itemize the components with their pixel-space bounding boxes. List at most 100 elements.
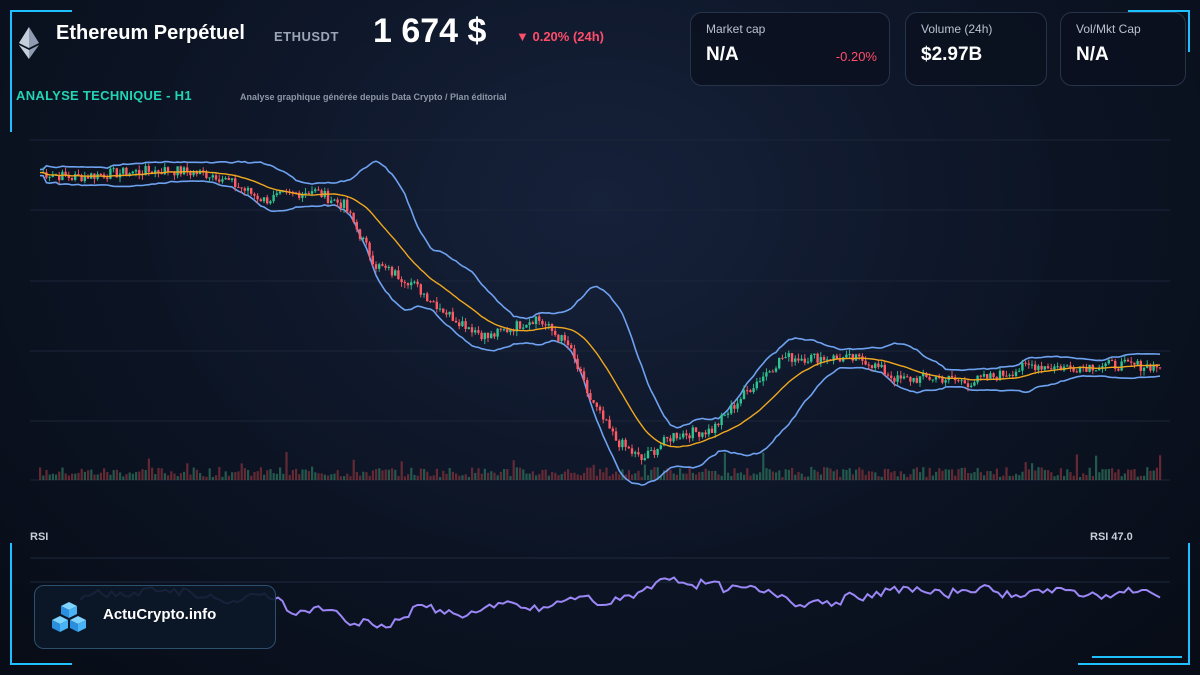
volume-bar bbox=[685, 473, 688, 480]
volume-bar bbox=[979, 472, 982, 480]
candlestick bbox=[944, 378, 947, 386]
candlestick bbox=[339, 199, 342, 212]
candlestick bbox=[563, 332, 566, 344]
candlestick bbox=[877, 359, 880, 369]
volume-bar bbox=[1047, 470, 1050, 480]
volume-bar bbox=[711, 470, 714, 480]
volume-bar bbox=[343, 476, 346, 480]
volume-bar bbox=[960, 467, 963, 480]
volume-bar bbox=[199, 473, 202, 480]
volume-bar bbox=[195, 469, 198, 480]
volume-bar bbox=[1063, 475, 1066, 480]
candlestick bbox=[598, 404, 602, 414]
candlestick bbox=[470, 323, 474, 337]
candlestick bbox=[672, 432, 675, 444]
volume-bar bbox=[861, 469, 864, 480]
candlestick bbox=[163, 163, 166, 176]
candlestick bbox=[771, 369, 774, 373]
volume-bar bbox=[931, 475, 934, 480]
candlestick bbox=[1002, 370, 1005, 379]
market-cap-change: -0.20% bbox=[835, 49, 877, 64]
volume-bar bbox=[595, 475, 598, 480]
candlestick bbox=[474, 327, 477, 335]
volume-bar bbox=[487, 472, 490, 480]
candlestick bbox=[1014, 368, 1018, 379]
candlestick bbox=[726, 411, 730, 419]
brand-badge[interactable]: ActuCrypto.info bbox=[34, 585, 276, 649]
volume-bar bbox=[557, 475, 560, 480]
candlestick bbox=[698, 431, 701, 441]
volume-bar bbox=[1075, 454, 1078, 480]
volume-bar bbox=[471, 467, 474, 480]
volume-bar bbox=[544, 469, 547, 480]
volume-bar bbox=[163, 473, 166, 480]
volume-bar bbox=[883, 468, 886, 480]
volume-bar bbox=[189, 474, 192, 480]
candlestick bbox=[960, 378, 963, 385]
candlestick bbox=[342, 198, 346, 213]
volume-bar bbox=[810, 466, 813, 480]
candlestick bbox=[1120, 357, 1123, 372]
candlestick bbox=[445, 309, 448, 318]
volume-bar bbox=[1066, 469, 1069, 480]
candlestick bbox=[1030, 360, 1034, 369]
volume-bar bbox=[371, 470, 374, 480]
volume-bar bbox=[359, 475, 362, 480]
candlestick bbox=[362, 236, 365, 241]
volume-bar bbox=[131, 473, 134, 480]
volume-bar bbox=[541, 469, 544, 480]
candlestick bbox=[166, 166, 170, 176]
volume-bar bbox=[1018, 475, 1021, 480]
candlestick bbox=[221, 175, 224, 184]
volume-bar bbox=[490, 471, 493, 480]
candlestick bbox=[426, 291, 429, 302]
volume-bar bbox=[944, 469, 947, 480]
volume-bar bbox=[1011, 475, 1014, 480]
volume-bar bbox=[631, 474, 634, 480]
candlestick bbox=[611, 426, 614, 436]
candlestick bbox=[458, 319, 461, 330]
volume-bar bbox=[938, 468, 941, 480]
volume-bar bbox=[819, 474, 822, 480]
volume-bar bbox=[375, 469, 378, 480]
volume-bar bbox=[103, 468, 106, 480]
candlestick bbox=[810, 353, 813, 364]
candlestick bbox=[480, 330, 483, 342]
candlestick bbox=[902, 372, 906, 380]
volume-bar bbox=[80, 468, 83, 480]
candlestick bbox=[358, 228, 362, 242]
price-change-24h: ▼ 0.20% (24h) bbox=[516, 29, 605, 44]
volume-bar bbox=[567, 469, 570, 480]
volume-bar bbox=[666, 468, 669, 480]
volume-bar bbox=[205, 476, 208, 480]
candlestick bbox=[93, 173, 96, 184]
volume-bar bbox=[48, 474, 51, 480]
volume-bar bbox=[128, 472, 131, 480]
volume-bar bbox=[992, 474, 995, 480]
volume-bar bbox=[231, 472, 234, 480]
volume-bar bbox=[39, 467, 42, 480]
volume-bar bbox=[1085, 475, 1088, 480]
candlestick bbox=[646, 446, 650, 459]
volume-bar bbox=[192, 467, 195, 480]
volume-bar bbox=[397, 476, 400, 480]
candlestick bbox=[688, 432, 691, 443]
candlestick bbox=[774, 366, 778, 373]
volume-bar bbox=[413, 474, 416, 480]
volume-bar bbox=[909, 474, 912, 480]
volume-bar bbox=[442, 470, 445, 480]
volume-bar bbox=[717, 474, 720, 480]
candlestick bbox=[531, 320, 534, 325]
candlestick bbox=[806, 357, 810, 365]
candlestick bbox=[1046, 363, 1050, 370]
candlestick bbox=[230, 178, 234, 183]
volume-bar bbox=[202, 476, 205, 480]
volume-bar bbox=[650, 469, 653, 480]
candlestick bbox=[864, 356, 867, 366]
volume-bar bbox=[803, 476, 806, 480]
volume-bar bbox=[330, 474, 333, 480]
volume-bar bbox=[583, 472, 586, 480]
volume-bar bbox=[467, 476, 470, 480]
candlestick bbox=[1158, 367, 1162, 370]
volume-bar bbox=[378, 468, 381, 480]
